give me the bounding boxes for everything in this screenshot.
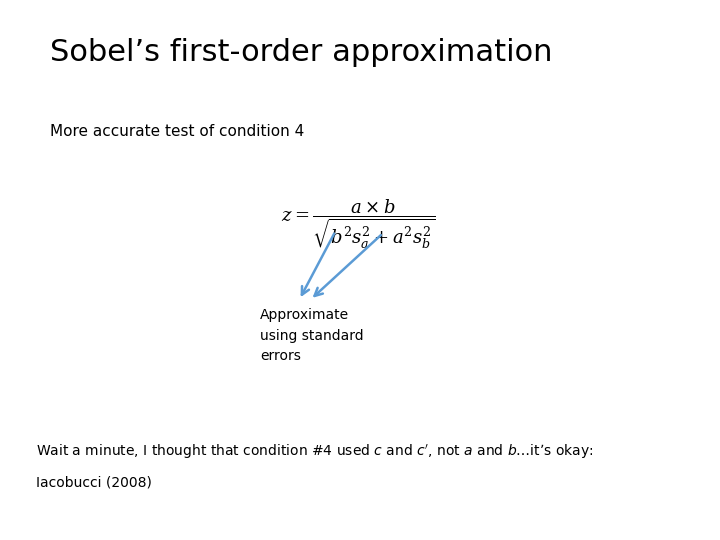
Text: $z = \dfrac{a \times b}{\sqrt{b^2 s_a^2 + a^2 s_b^2}}$: $z = \dfrac{a \times b}{\sqrt{b^2 s_a^2 … [281,198,435,252]
Text: Approximate
using standard
errors: Approximate using standard errors [260,308,364,363]
Text: More accurate test of condition 4: More accurate test of condition 4 [50,124,305,139]
Text: Sobel’s first-order approximation: Sobel’s first-order approximation [50,38,553,67]
Text: Wait a minute, I thought that condition #4 used $c$ and $c'$, not $a$ and $b$…it: Wait a minute, I thought that condition … [36,443,593,461]
Text: Iacobucci (2008): Iacobucci (2008) [36,475,152,489]
